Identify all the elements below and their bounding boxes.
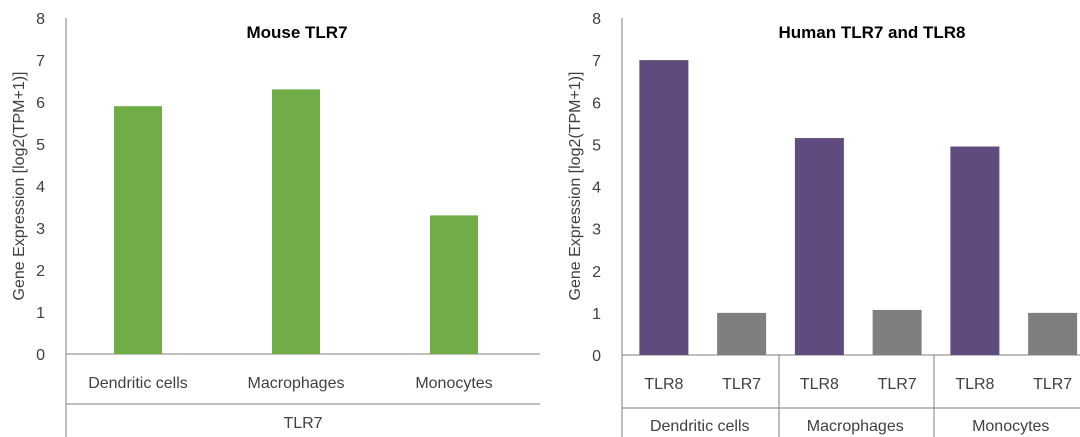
right-y-tick-label: 1	[592, 306, 601, 323]
right-bar-monocytes-tlr7	[1028, 312, 1078, 355]
right-group-label: Macrophages	[807, 418, 904, 435]
mouse-tlr7-chart: Mouse TLR7 Gene Expression [log2(TPM+1)]…	[11, 11, 540, 437]
right-bar-monocytes-tlr8	[950, 146, 1000, 355]
right-group-label: Dendritic cells	[650, 418, 750, 435]
left-y-axis-title: Gene Expression [log2(TPM+1)]	[11, 72, 28, 301]
right-y-tick-label: 7	[592, 53, 601, 70]
right-chart-title: Human TLR7 and TLR8	[778, 23, 965, 42]
left-y-tick-label: 6	[36, 95, 45, 112]
left-x-tick-label: Monocytes	[415, 375, 492, 392]
left-group-label: TLR7	[283, 415, 322, 432]
left-x-axis-labels: Dendritic cells Macrophages Monocytes	[88, 375, 492, 392]
right-x-tick-label: TLR7	[722, 376, 761, 393]
left-y-tick-label: 3	[36, 221, 45, 238]
left-x-tick-label: Macrophages	[248, 375, 345, 392]
right-x-axis-labels: TLR8 TLR7 TLR8 TLR7 TLR8 TLR7	[644, 376, 1072, 393]
left-y-tick-label: 5	[36, 137, 45, 154]
right-x-tick-label: TLR8	[800, 376, 839, 393]
right-y-tick-label: 0	[592, 348, 601, 365]
left-y-tick-label: 2	[36, 263, 45, 280]
right-group-labels: Dendritic cells Macrophages Monocytes	[650, 418, 1049, 435]
human-tlr7-tlr8-chart: Human TLR7 and TLR8 Gene Expression [log…	[567, 11, 1080, 437]
right-bar-macrophages-tlr7	[872, 309, 922, 355]
right-y-tick-label: 4	[592, 180, 601, 197]
right-bar-dendritic-cells-tlr7	[717, 312, 767, 355]
right-y-axis-title: Gene Expression [log2(TPM+1)]	[567, 72, 584, 301]
right-x-tick-label: TLR8	[955, 376, 994, 393]
left-y-axis-ticks: 0 1 2 3 4 5 6 7 8	[36, 11, 45, 364]
right-bars	[639, 60, 1078, 355]
right-y-tick-label: 6	[592, 95, 601, 112]
right-y-tick-label: 3	[592, 222, 601, 239]
left-chart-title: Mouse TLR7	[246, 23, 347, 42]
left-y-tick-label: 0	[36, 347, 45, 364]
left-bar-dendritic-cells	[114, 106, 162, 354]
right-group-label: Monocytes	[972, 418, 1049, 435]
left-y-tick-label: 7	[36, 53, 45, 70]
left-y-tick-label: 1	[36, 305, 45, 322]
right-y-tick-label: 5	[592, 137, 601, 154]
left-y-tick-label: 4	[36, 179, 45, 196]
right-bar-dendritic-cells-tlr8	[639, 60, 689, 355]
right-y-tick-label: 8	[592, 11, 601, 28]
right-y-tick-label: 2	[592, 264, 601, 281]
right-x-tick-label: TLR8	[644, 376, 683, 393]
left-bars	[114, 89, 478, 355]
left-bar-monocytes	[430, 215, 478, 354]
right-bar-macrophages-tlr8	[794, 138, 844, 355]
left-y-tick-label: 8	[36, 11, 45, 28]
right-x-tick-label: TLR7	[1033, 376, 1072, 393]
right-x-tick-label: TLR7	[878, 376, 917, 393]
left-bar-macrophages	[272, 89, 320, 355]
right-y-axis-ticks: 0 1 2 3 4 5 6 7 8	[592, 11, 601, 365]
left-x-tick-label: Dendritic cells	[88, 375, 188, 392]
